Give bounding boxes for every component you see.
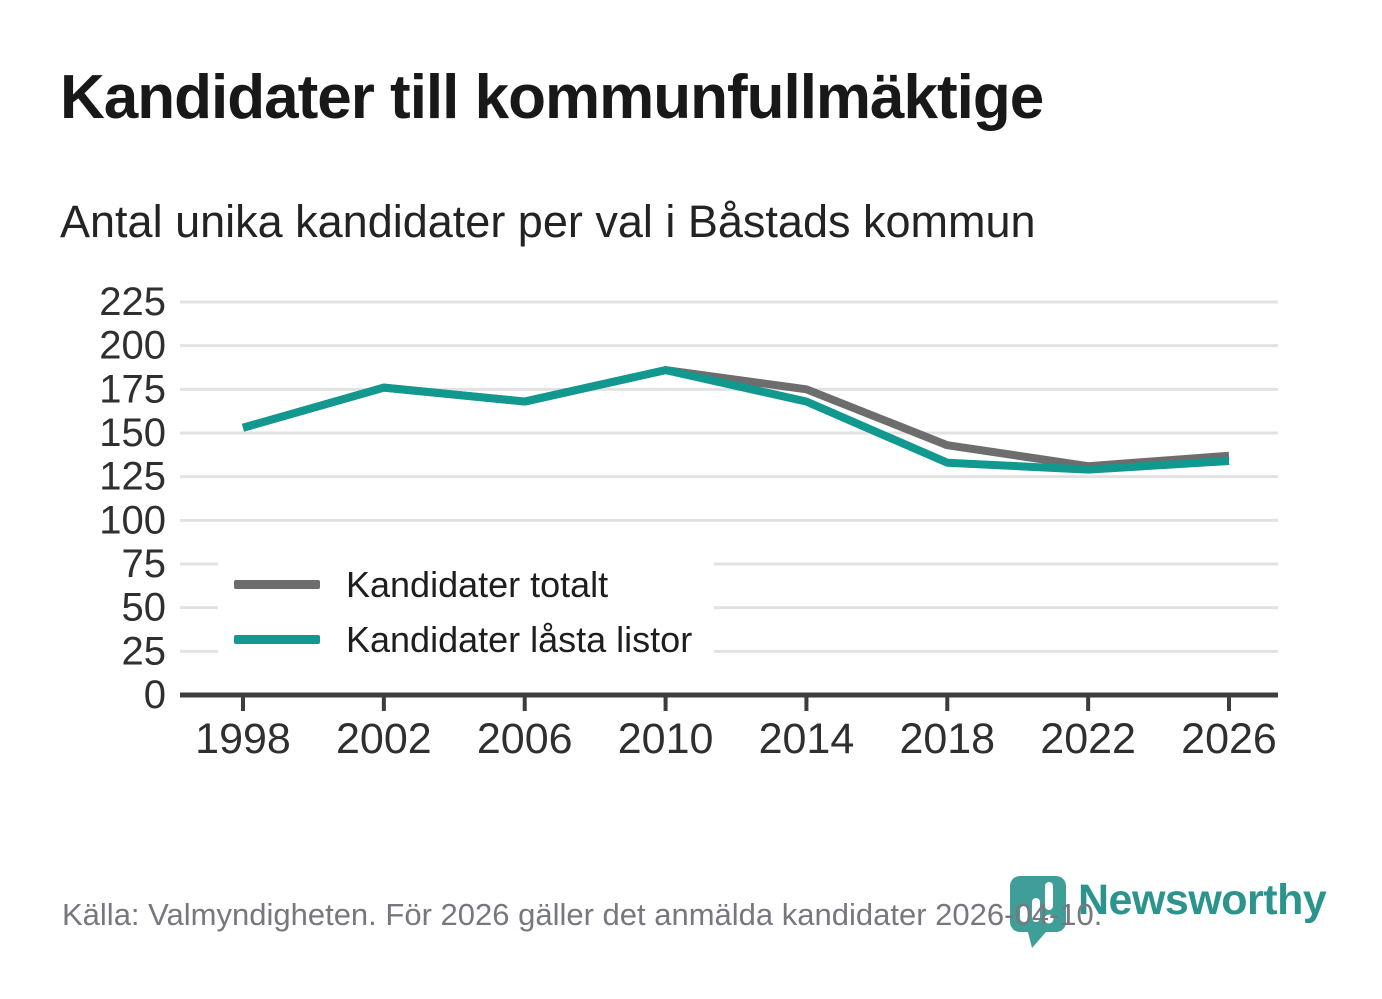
y-tick-label-0: 0 — [144, 673, 166, 717]
x-tick-label-1998: 1998 — [195, 715, 291, 763]
legend-label-lasta-listor: Kandidater låsta listor — [346, 618, 693, 660]
y-tick-label-100: 100 — [99, 498, 166, 542]
legend-swatch-totalt — [234, 580, 320, 589]
logo-wordmark: Newsworthy — [1078, 876, 1327, 924]
y-tick-label-200: 200 — [99, 324, 166, 368]
x-tick-label-2026: 2026 — [1181, 715, 1277, 763]
source-note: Källa: Valmyndigheten. För 2026 gäller d… — [62, 897, 1103, 932]
legend-label-totalt: Kandidater totalt — [346, 563, 609, 605]
y-tick-label-125: 125 — [99, 455, 166, 499]
newsworthy-pin-barchart-icon — [1010, 876, 1066, 948]
y-tick-label-225: 225 — [99, 280, 166, 324]
y-tick-label-175: 175 — [99, 367, 166, 411]
page-title: Kandidater till kommunfullmäktige — [60, 63, 1044, 132]
y-tick-label-50: 50 — [122, 586, 167, 630]
legend-item-lasta-listor: Kandidater låsta listor — [234, 612, 692, 667]
legend-swatch-lasta-listor — [234, 635, 320, 644]
chart-legend: Kandidater totalt Kandidater låsta listo… — [218, 551, 715, 673]
x-tick-label-2018: 2018 — [899, 715, 995, 763]
chart-subtitle: Antal unika kandidater per val i Båstads… — [60, 196, 1036, 247]
y-tick-label-25: 25 — [122, 629, 167, 673]
series-line-1 — [241, 366, 1230, 474]
y-tick-label-150: 150 — [99, 411, 166, 455]
x-tick-label-2010: 2010 — [618, 715, 714, 763]
y-tick-label-75: 75 — [122, 542, 167, 586]
x-tick-label-2014: 2014 — [759, 715, 855, 763]
legend-item-totalt: Kandidater totalt — [234, 557, 692, 612]
x-tick-label-2006: 2006 — [477, 715, 573, 763]
newsworthy-logo: Newsworthy — [1008, 874, 1327, 950]
x-tick-label-2002: 2002 — [336, 715, 432, 763]
x-tick-label-2022: 2022 — [1040, 715, 1136, 763]
